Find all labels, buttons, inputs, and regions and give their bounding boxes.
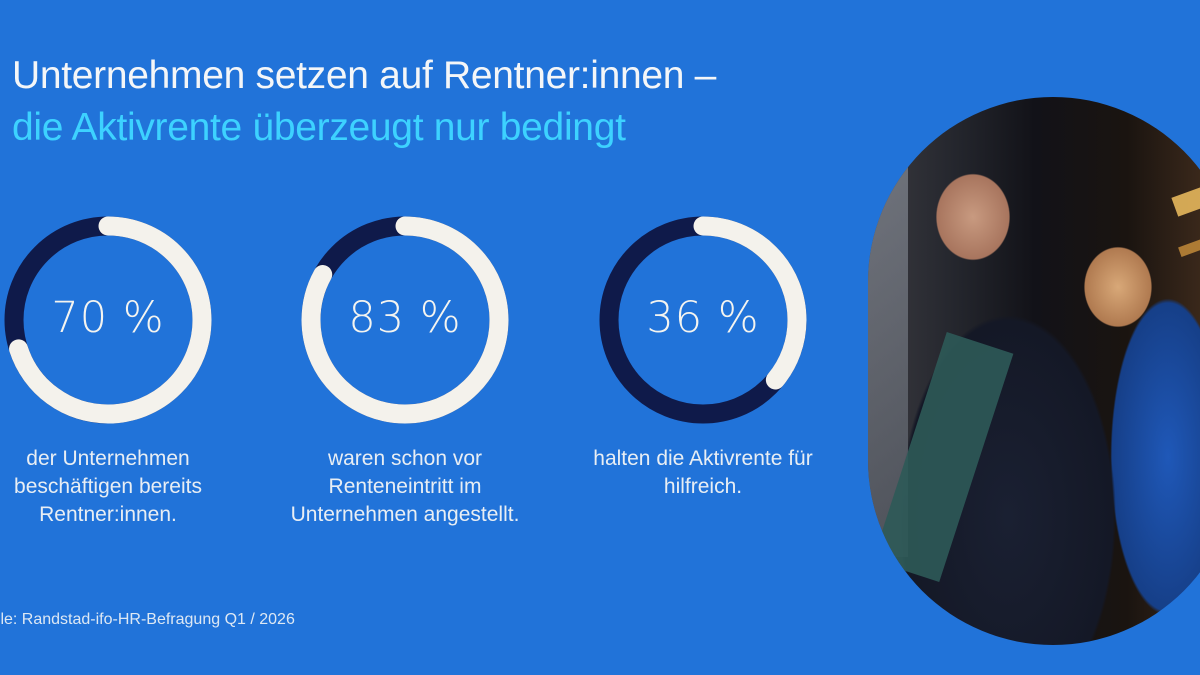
caption-line: halten die Aktivrente für [593, 447, 813, 470]
caption-line: waren schon vor [327, 447, 483, 470]
stat-caption-3: halten die Aktivrente für hilfreich. [553, 445, 853, 501]
stat-caption-1: der Unternehmen beschäftigen bereits Ren… [0, 445, 258, 529]
stat-value-3: 36 % [646, 293, 760, 343]
photo-light [1178, 227, 1200, 257]
stat-caption-2: waren schon vor Renteneintritt im Untern… [255, 445, 555, 529]
caption-line: hilfreich. [663, 475, 743, 498]
stat-value-1: 70 % [51, 293, 165, 343]
donut-chart-3 [599, 216, 807, 424]
stat-card-2: 83 % waren schon vor Renteneintritt im U… [255, 215, 555, 529]
caption-line: Rentner:innen. [39, 503, 177, 526]
title-line-2: die Aktivrente überzeugt nur bedingt [12, 106, 626, 149]
donut-chart-1 [4, 216, 212, 424]
photo-light [1171, 177, 1200, 217]
caption-line: beschäftigen bereits [14, 475, 202, 498]
source-note: elle: Randstad-ifo-HR-Befragung Q1 / 202… [0, 611, 295, 628]
stat-card-3: 36 % halten die Aktivrente für hilfreich… [553, 215, 853, 501]
stat-value-2: 83 % [348, 293, 462, 343]
donut-chart-2 [301, 216, 509, 424]
page-title: Unternehmen setzen auf Rentner:innen – d… [12, 50, 716, 154]
caption-line: Renteneintritt im [328, 475, 482, 498]
caption-line: der Unternehmen [26, 447, 190, 470]
stat-card-1: 70 % der Unternehmen beschäftigen bereit… [0, 215, 258, 529]
caption-line: Unternehmen angestellt. [290, 503, 520, 526]
person-photo [868, 97, 1200, 645]
title-line-1: Unternehmen setzen auf Rentner:innen – [12, 54, 717, 97]
